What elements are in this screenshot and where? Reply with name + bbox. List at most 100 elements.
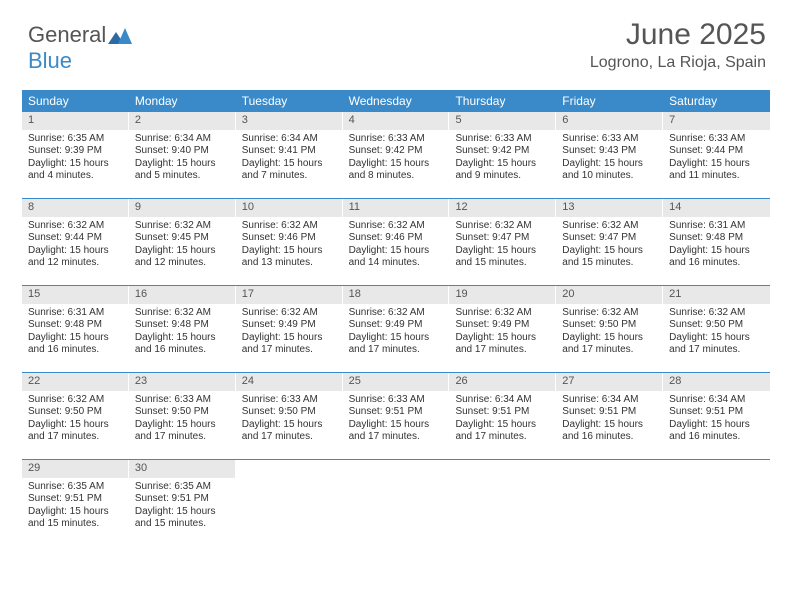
day-cell: 22Sunrise: 6:32 AMSunset: 9:50 PMDayligh… [22,373,129,459]
day-number: 4 [343,112,450,130]
day-info: Sunrise: 6:33 AMSunset: 9:51 PMDaylight:… [343,394,450,444]
info-line: Sunrise: 6:34 AM [242,133,337,146]
info-line: and 17 minutes. [455,431,550,444]
day-cell: 2Sunrise: 6:34 AMSunset: 9:40 PMDaylight… [129,112,236,198]
day-info: Sunrise: 6:32 AMSunset: 9:46 PMDaylight:… [236,220,343,270]
day-info: Sunrise: 6:33 AMSunset: 9:42 PMDaylight:… [343,133,450,183]
day-cell: 12 Sunrise: 6:32 AMSunset: 9:47 PMDayligh… [449,199,556,285]
day-number: 5 [449,112,556,130]
day-cell: 19 Sunrise: 6:32 AMSunset: 9:49 PMDayligh… [449,286,556,372]
info-line: Daylight: 15 hours [349,245,444,258]
day-info: Sunrise: 6:32 AMSunset: 9:49 PMDaylight:… [343,307,450,357]
day-info: Sunrise: 6:32 AMSunset: 9:50 PMDaylight:… [663,307,770,357]
day-info: Sunrise: 6:35 AMSunset: 9:51 PMDaylight:… [22,481,129,531]
info-line: Sunset: 9:39 PM [28,145,123,158]
day-cell: 9Sunrise: 6:32 AMSunset: 9:45 PMDaylight… [129,199,236,285]
info-line: and 15 minutes. [135,518,230,531]
week-row: 29 Sunrise: 6:35 AMSunset: 9:51 PMDayligh… [22,460,770,546]
logo-icon [108,24,132,50]
day-info: Sunrise: 6:31 AMSunset: 9:48 PMDaylight:… [663,220,770,270]
info-line: and 17 minutes. [455,344,550,357]
info-line: Daylight: 15 hours [242,419,337,432]
day-info: Sunrise: 6:33 AMSunset: 9:42 PMDaylight:… [449,133,556,183]
info-line: Daylight: 15 hours [562,158,657,171]
info-line: Sunset: 9:51 PM [669,406,764,419]
info-line: Sunrise: 6:33 AM [455,133,550,146]
info-line: and 11 minutes. [669,170,764,183]
day-number: 19 [449,286,556,304]
info-line: Sunset: 9:47 PM [455,232,550,245]
day-number: 27 [556,373,663,391]
info-line: Sunrise: 6:33 AM [669,133,764,146]
info-line: and 16 minutes. [669,257,764,270]
day-info: Sunrise: 6:32 AMSunset: 9:49 PMDaylight:… [449,307,556,357]
info-line: Sunrise: 6:32 AM [28,220,123,233]
day-cell: 27Sunrise: 6:34 AMSunset: 9:51 PMDayligh… [556,373,663,459]
info-line: and 16 minutes. [562,431,657,444]
info-line: Sunrise: 6:32 AM [562,220,657,233]
day-number: 3 [236,112,343,130]
day-info: Sunrise: 6:32 AMSunset: 9:50 PMDaylight:… [22,394,129,444]
info-line: Daylight: 15 hours [455,419,550,432]
title-block: June 2025 Logrono, La Rioja, Spain [590,18,766,72]
info-line: Sunset: 9:44 PM [669,145,764,158]
day-info: Sunrise: 6:32 AMSunset: 9:47 PMDaylight:… [556,220,663,270]
info-line: and 15 minutes. [28,518,123,531]
dayhead-thu: Thursday [449,90,556,112]
info-line: and 17 minutes. [562,344,657,357]
info-line: Daylight: 15 hours [135,158,230,171]
info-line: and 17 minutes. [669,344,764,357]
day-header-row: Sunday Monday Tuesday Wednesday Thursday… [22,90,770,112]
info-line: Daylight: 15 hours [242,245,337,258]
info-line: Daylight: 15 hours [455,245,550,258]
day-number: 6 [556,112,663,130]
day-number: 2 [129,112,236,130]
info-line: Sunset: 9:47 PM [562,232,657,245]
logo-text-2: Blue [28,48,72,73]
day-cell: 8Sunrise: 6:32 AMSunset: 9:44 PMDaylight… [22,199,129,285]
day-cell: 20Sunrise: 6:32 AMSunset: 9:50 PMDayligh… [556,286,663,372]
day-cell: 16 Sunrise: 6:32 AMSunset: 9:48 PMDayligh… [129,286,236,372]
day-info: Sunrise: 6:33 AMSunset: 9:50 PMDaylight:… [129,394,236,444]
day-info: Sunrise: 6:32 AMSunset: 9:48 PMDaylight:… [129,307,236,357]
dayhead-wed: Wednesday [343,90,450,112]
info-line: Sunset: 9:50 PM [135,406,230,419]
info-line: Sunset: 9:46 PM [242,232,337,245]
info-line: Sunset: 9:44 PM [28,232,123,245]
day-number: 29 [22,460,129,478]
info-line: and 12 minutes. [28,257,123,270]
info-line: and 15 minutes. [562,257,657,270]
dayhead-sat: Saturday [663,90,770,112]
day-number: 12 [449,199,556,217]
day-info: Sunrise: 6:34 AMSunset: 9:51 PMDaylight:… [663,394,770,444]
day-number: 16 [129,286,236,304]
info-line: Sunset: 9:50 PM [669,319,764,332]
info-line: Sunrise: 6:32 AM [455,307,550,320]
info-line: Sunrise: 6:32 AM [349,220,444,233]
info-line: and 16 minutes. [28,344,123,357]
info-line: and 15 minutes. [455,257,550,270]
info-line: Daylight: 15 hours [28,419,123,432]
info-line: Sunrise: 6:32 AM [28,394,123,407]
location: Logrono, La Rioja, Spain [590,54,766,72]
info-line: Sunrise: 6:33 AM [562,133,657,146]
info-line: Sunrise: 6:32 AM [669,307,764,320]
info-line: Daylight: 15 hours [455,332,550,345]
info-line: and 4 minutes. [28,170,123,183]
info-line: Sunset: 9:46 PM [349,232,444,245]
logo: General Blue [28,22,132,74]
day-cell: 11Sunrise: 6:32 AMSunset: 9:46 PMDayligh… [343,199,450,285]
info-line: Sunrise: 6:33 AM [349,394,444,407]
calendar: Sunday Monday Tuesday Wednesday Thursday… [22,90,770,546]
info-line: and 17 minutes. [242,344,337,357]
info-line: and 16 minutes. [135,344,230,357]
info-line: and 9 minutes. [455,170,550,183]
day-number: 30 [129,460,236,478]
info-line: Sunrise: 6:32 AM [455,220,550,233]
info-line: Daylight: 15 hours [349,419,444,432]
day-cell: 3Sunrise: 6:34 AMSunset: 9:41 PMDaylight… [236,112,343,198]
info-line: Daylight: 15 hours [135,506,230,519]
day-cell: 7Sunrise: 6:33 AMSunset: 9:44 PMDaylight… [663,112,770,198]
month-title: June 2025 [590,18,766,52]
day-cell: 6Sunrise: 6:33 AMSunset: 9:43 PMDaylight… [556,112,663,198]
